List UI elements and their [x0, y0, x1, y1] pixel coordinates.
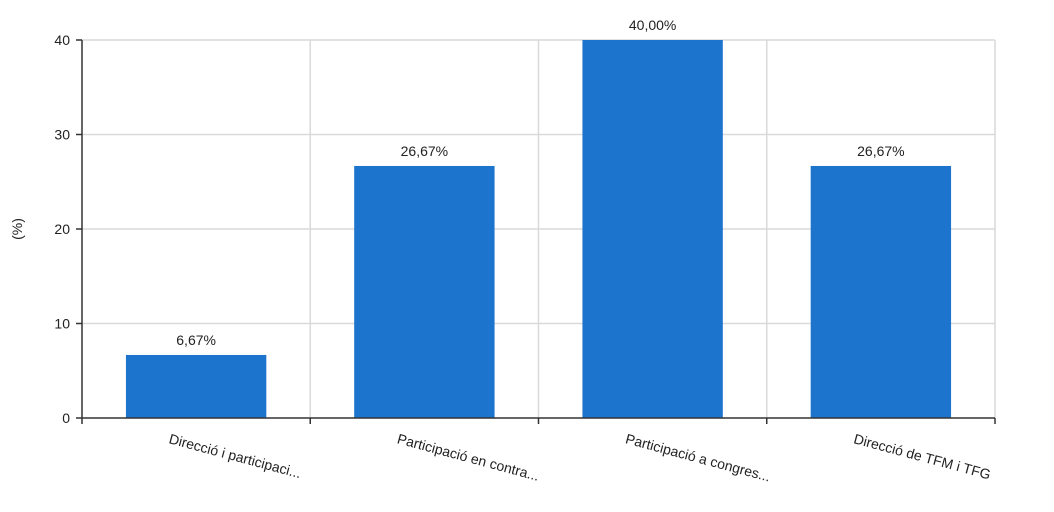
y-tick-label: 40: [54, 32, 70, 48]
y-tick-label: 10: [54, 316, 70, 332]
bar-value-label: 26,67%: [857, 143, 904, 159]
axes: [76, 39, 996, 424]
y-tick-label: 0: [62, 410, 70, 426]
value-labels: 6,67% 26,67% 40,00% 26,67%: [176, 17, 904, 348]
bar: [810, 165, 952, 418]
y-tick-labels: 0 10 20 30 40: [54, 32, 70, 426]
x-category-label: Participació en contra...: [396, 430, 541, 483]
bar-value-label: 40,00%: [629, 17, 676, 33]
x-category-label: Direcció i participaci...: [167, 430, 303, 481]
bar: [354, 165, 495, 418]
x-category-label: Direcció de TFM i TFG: [852, 430, 992, 482]
bar: [125, 354, 267, 418]
bar: [582, 40, 723, 418]
y-axis-title: (%): [9, 218, 25, 240]
y-tick-label: 30: [54, 127, 70, 143]
x-category-labels: Direcció i participaci... Participació en…: [167, 430, 992, 484]
x-category-label: Participació a congres...: [624, 430, 772, 484]
bar-value-label: 6,67%: [176, 332, 216, 348]
y-tick-label: 20: [54, 221, 70, 237]
bar-value-label: 26,67%: [401, 143, 448, 159]
bars: [125, 40, 952, 418]
